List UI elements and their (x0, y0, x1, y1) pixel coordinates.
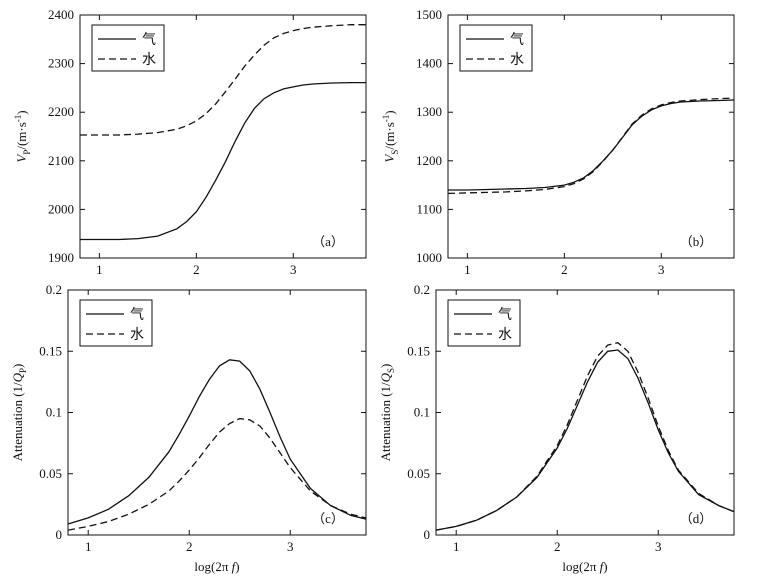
y-axis-label: Attenuation (1/QS) (378, 364, 396, 462)
y-tick-label: 1900 (48, 250, 74, 265)
x-tick-label: 1 (96, 262, 103, 277)
series-line-gas (448, 99, 735, 191)
x-tick-label: 1 (85, 539, 92, 554)
legend: 气水 (79, 299, 153, 347)
x-tick-label: 2 (561, 262, 568, 277)
y-tick-label: 1500 (416, 7, 442, 22)
legend: 气水 (447, 299, 521, 347)
legend-entry-label: 水 (498, 327, 512, 343)
y-tick-label: 1200 (416, 153, 442, 168)
legend-entry-label: 水 (510, 52, 524, 68)
y-tick-label: 0.2 (46, 282, 62, 297)
series-line-water (80, 24, 366, 136)
series-line-water (67, 417, 367, 531)
legend-entry-label: 气 (510, 32, 524, 48)
series-line-gas (67, 359, 367, 525)
legend: 气水 (459, 24, 533, 72)
x-tick-label: 2 (554, 539, 561, 554)
y-tick-label: 2100 (48, 153, 74, 168)
y-tick-label: 1300 (416, 104, 442, 119)
panel-label: （b） (680, 234, 713, 249)
y-tick-label: 0.15 (407, 343, 430, 358)
legend-entry-label: 水 (130, 327, 144, 343)
series-line-gas (435, 349, 735, 531)
panel-label: （c） (312, 511, 344, 526)
panel-label: （d） (680, 511, 713, 526)
x-tick-label: 2 (193, 262, 200, 277)
chart-panel-c: 1 2 3 0 0.05 0.1 0.15 0.2 Attenuation (1/QP) log(… (10, 282, 367, 574)
y-tick-label: 1400 (416, 56, 442, 71)
legend-entry-label: 气 (130, 307, 144, 323)
legend-box (459, 24, 533, 72)
y-tick-label: 0.1 (46, 405, 62, 420)
x-tick-label: 3 (290, 262, 297, 277)
series-line-water (447, 97, 735, 195)
series-line-gas (80, 81, 366, 241)
plot-frame (79, 14, 367, 259)
x-tick-label: 2 (186, 539, 193, 554)
x-tick-label: 3 (287, 539, 294, 554)
x-axis-label: log(2π f) (194, 559, 239, 574)
y-axis-label: Attenuation (1/QP) (10, 364, 28, 462)
y-tick-label: 2300 (48, 56, 74, 71)
panel-label: （a） (312, 234, 344, 249)
y-tick-label: 0 (56, 527, 63, 542)
y-tick-label: 0.2 (414, 282, 430, 297)
y-tick-label: 2400 (48, 7, 74, 22)
legend-box (79, 299, 153, 347)
chart-panel-b: 1 2 3 1000 1100 1200 1300 1400 1500 VS/(m·s-1) 气水 （… (381, 7, 735, 277)
y-axis-label: VP/(m·s-1) (13, 110, 32, 162)
legend-entry-label: 水 (142, 52, 156, 68)
y-tick-label: 2000 (48, 201, 74, 216)
y-tick-label: 0.15 (39, 343, 62, 358)
legend: 气水 (91, 24, 165, 72)
x-tick-label: 1 (453, 539, 460, 554)
y-tick-label: 0 (424, 527, 431, 542)
x-axis-label: log(2π f) (562, 559, 607, 574)
plot-frame (447, 14, 735, 259)
x-tick-label: 3 (658, 262, 665, 277)
series-line-water (435, 341, 735, 531)
x-tick-label: 1 (464, 262, 471, 277)
y-tick-label: 0.05 (407, 466, 430, 481)
legend-box (447, 299, 521, 347)
legend-entry-label: 气 (142, 32, 156, 48)
x-tick-label: 3 (655, 539, 662, 554)
y-tick-label: 1000 (416, 250, 442, 265)
y-tick-label: 0.05 (39, 466, 62, 481)
y-axis-label: VS/(m·s-1) (381, 110, 400, 162)
chart-panel-a: 1 2 3 1900 2000 2100 2200 2300 2400 VP/(m·s-1) 气水 （… (13, 7, 367, 277)
legend-entry-label: 气 (498, 307, 512, 323)
y-tick-label: 0.1 (414, 405, 430, 420)
y-tick-label: 2200 (48, 104, 74, 119)
legend-box (91, 24, 165, 72)
chart-panel-d: 1 2 3 0 0.05 0.1 0.15 0.2 Attenuation (1/QS) log(… (378, 282, 735, 574)
y-tick-label: 1100 (416, 201, 442, 216)
